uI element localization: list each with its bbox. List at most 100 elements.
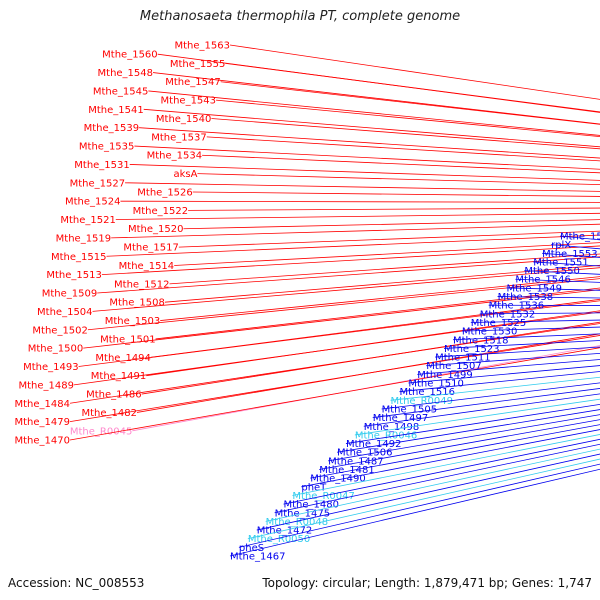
- forward-gene-label: Mthe_1526: [137, 187, 193, 198]
- label-leader-line: [148, 90, 600, 136]
- reverse-gene-label: Mthe_1530: [462, 327, 518, 338]
- label-leader-line: [216, 99, 600, 138]
- forward-gene-label: Mthe_1547: [165, 77, 221, 88]
- reverse-gene-label: Mthe_R0048: [266, 517, 328, 528]
- label-leader-line: [399, 371, 600, 393]
- reverse-gene-label: Mthe_1538: [498, 292, 554, 303]
- label-leader-line: [238, 463, 600, 548]
- reverse-gene-label: Mthe_1472: [257, 526, 313, 537]
- label-leader-line: [157, 53, 600, 113]
- label-leader-line: [183, 219, 600, 230]
- reverse-gene-label: rplX: [551, 240, 571, 251]
- forward-gene-label: Mthe_1513: [46, 270, 102, 281]
- reverse-gene-label: Mthe_1490: [310, 474, 366, 485]
- label-leader-line: [292, 434, 600, 496]
- label-leader-line: [141, 321, 600, 395]
- forward-gene-label: Mthe_1519: [56, 233, 112, 244]
- label-leader-line: [390, 376, 600, 401]
- label-leader-line: [139, 127, 600, 159]
- label-leader-line: [160, 276, 600, 321]
- forward-gene-label: Mthe_1524: [65, 197, 121, 208]
- reverse-gene-label: Mthe_1507: [426, 361, 482, 372]
- forward-gene-label: Mthe_1479: [15, 417, 71, 428]
- label-leader-line: [417, 359, 600, 375]
- forward-gene-label: Mthe_1520: [128, 224, 184, 235]
- forward-gene-label: Mthe_1514: [119, 261, 175, 272]
- label-leader-line: [363, 393, 600, 427]
- label-leader-line: [115, 212, 600, 220]
- forward-gene-label: Mthe_1486: [86, 390, 142, 401]
- reverse-gene-label: Mthe_1550: [524, 266, 580, 277]
- forward-gene-label: Mthe_1482: [81, 408, 137, 419]
- reverse-gene-label: Mthe_1525: [471, 318, 526, 329]
- label-leader-line: [354, 398, 600, 436]
- label-leader-line: [265, 448, 600, 522]
- forward-gene-label: Mthe_1502: [32, 325, 88, 336]
- forward-gene-label: Mthe_1537: [151, 132, 207, 143]
- forward-gene-label: Mthe_1491: [91, 371, 147, 382]
- reverse-gene-label: Mthe_1511: [435, 353, 491, 364]
- forward-gene-label: Mthe_R0045: [70, 426, 132, 437]
- label-leader-line: [125, 182, 600, 192]
- label-leader-line: [211, 118, 600, 150]
- label-leader-line: [69, 335, 600, 423]
- label-leader-line: [426, 352, 600, 367]
- forward-gene-label: Mthe_1543: [161, 96, 217, 107]
- forward-gene-label: Mthe_1494: [95, 353, 151, 364]
- label-leader-line: [328, 414, 600, 462]
- forward-gene-label: Mthe_1509: [42, 289, 98, 300]
- label-leader-line: [206, 136, 600, 162]
- reverse-gene-label: Mthe_1510: [408, 379, 464, 390]
- label-leader-line: [408, 365, 600, 384]
- forward-gene-label: Mthe_1521: [60, 215, 116, 226]
- reverse-gene-label: Mthe_1549: [506, 283, 561, 294]
- forward-gene-label: Mthe_1548: [98, 68, 154, 79]
- label-leader-line: [274, 443, 600, 514]
- forward-gene-label: Mthe_1512: [114, 279, 170, 290]
- forward-gene-label: Mthe_1489: [18, 380, 74, 391]
- forward-gene-label: Mthe_1503: [105, 316, 161, 327]
- label-leader-line: [178, 230, 600, 248]
- reverse-gene-label: Mthe_1497: [373, 413, 429, 424]
- label-leader-line: [345, 403, 600, 444]
- label-leader-line: [111, 223, 600, 239]
- forward-gene-label: Mthe_1527: [70, 178, 126, 189]
- label-leader-line: [220, 81, 600, 125]
- forward-gene-label: aksA: [173, 169, 197, 180]
- forward-gene-label: Mthe_1493: [23, 362, 79, 373]
- reverse-gene-label: Mthe_1492: [346, 439, 402, 450]
- forward-gene-label: Mthe_1545: [93, 86, 149, 97]
- reverse-gene-label: Mthe_R0050: [248, 534, 310, 545]
- label-leader-line: [202, 154, 600, 174]
- accession-text: Accession: NC_008553: [8, 576, 145, 590]
- reverse-gene-label: Mthe_R0046: [355, 430, 417, 441]
- label-leader-line: [120, 200, 600, 203]
- label-leader-line: [188, 207, 600, 211]
- reverse-gene-label: pheS: [239, 543, 264, 554]
- forward-gene-label: Mthe_1535: [79, 142, 135, 153]
- forward-gene-label: Mthe_1563: [175, 41, 231, 52]
- label-leader-line: [229, 468, 600, 557]
- genome-summary-text: Topology: circular; Length: 1,879,471 bp…: [262, 576, 592, 590]
- label-leader-line: [92, 267, 600, 312]
- forward-gene-label: Mthe_1500: [28, 344, 84, 355]
- forward-gene-label: Mthe_1501: [100, 334, 156, 345]
- label-leader-line: [256, 453, 600, 531]
- reverse-gene-label: Mthe_1536: [489, 301, 545, 312]
- forward-gene-label: Mthe_1555: [170, 59, 226, 70]
- label-leader-line: [136, 333, 600, 413]
- reverse-gene-label: Mthe_1523: [444, 344, 500, 355]
- label-leader-line: [225, 62, 600, 113]
- label-leader-line: [164, 264, 600, 303]
- label-leader-line: [152, 72, 600, 125]
- reverse-gene-label: Mthe_R0047: [292, 491, 354, 502]
- label-leader-line: [372, 388, 600, 419]
- label-leader-line: [283, 438, 600, 505]
- label-leader-line: [97, 256, 600, 294]
- label-leader-line: [247, 458, 600, 540]
- label-leader-line: [129, 164, 600, 181]
- reverse-gene-label: Mthe_1561: [560, 232, 600, 243]
- reverse-gene-label: Mthe_R0049: [391, 396, 453, 407]
